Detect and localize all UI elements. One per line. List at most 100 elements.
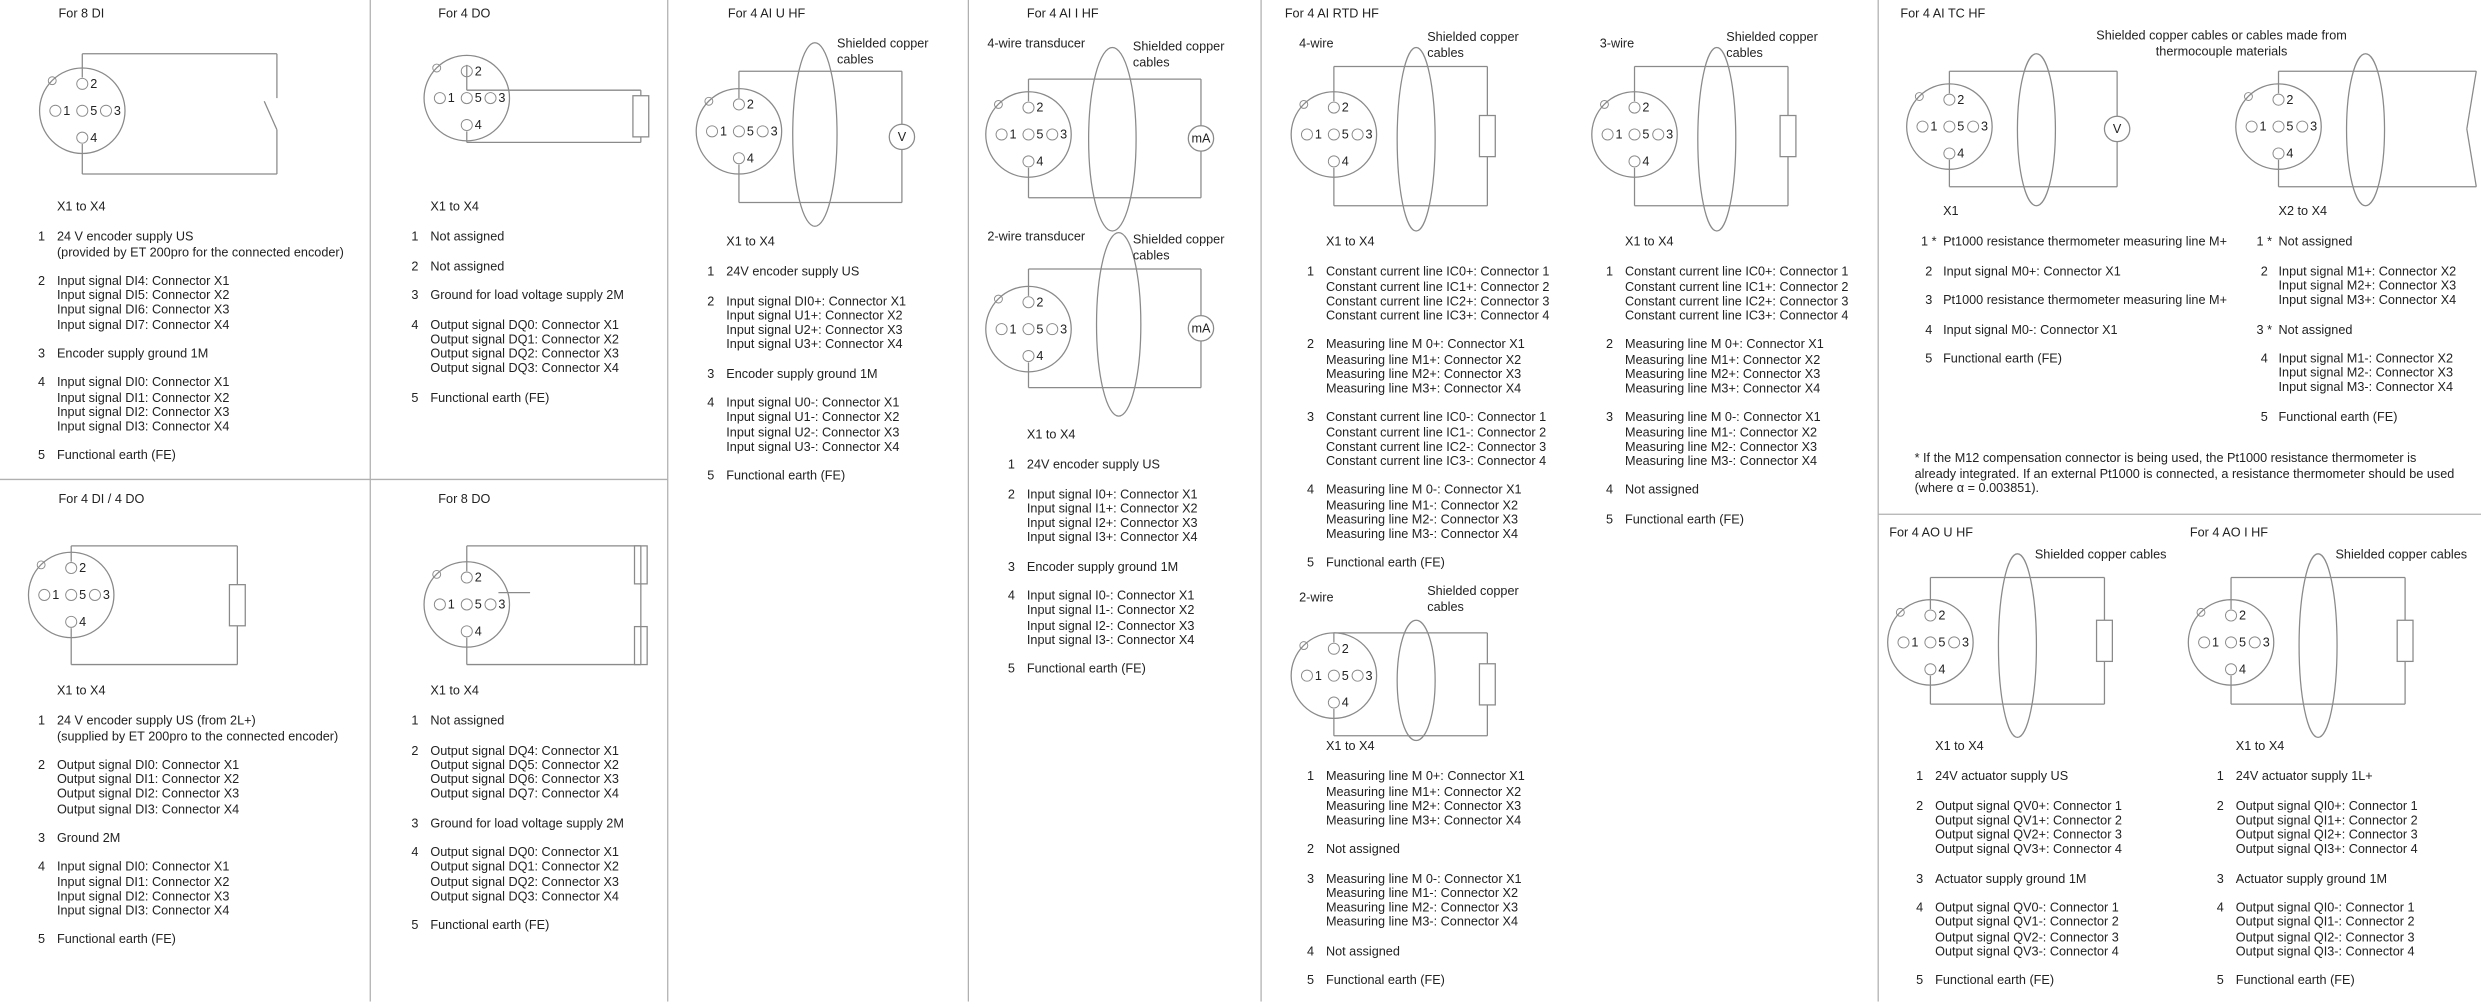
pin-number: 3 xyxy=(1007,559,1015,575)
pin-number: 1 xyxy=(1306,769,1315,784)
pin-number: 5 xyxy=(2260,409,2268,424)
cable-shield xyxy=(1396,46,1436,232)
description-line: Pt1000 resistance thermometer measuring … xyxy=(1943,292,2227,308)
panel-title: For 4 DI / 4 DO xyxy=(58,492,145,507)
connector-key xyxy=(1600,100,1609,109)
pin-item: 3 Encoder supply ground 1M xyxy=(38,346,344,361)
pin xyxy=(756,125,769,138)
description-line: Output signal DQ6: Connector X3 xyxy=(430,772,619,787)
pin xyxy=(1948,636,1961,649)
pin-list: X1 to X4 1 Not assigned 2 Output signal DQ4:… xyxy=(411,684,623,947)
description-line: Input signal U1+: Connector X2 xyxy=(726,308,903,323)
pin xyxy=(1351,669,1364,682)
pin-number: 5 xyxy=(2216,973,2224,988)
description-line: Input signal DI4: Connector X1 xyxy=(56,273,230,288)
pin-number: 3 xyxy=(1916,871,1924,886)
pin-label: 3 xyxy=(1666,128,1673,142)
pin-description: Measuring line M 0+: Connector X1 Measuri… xyxy=(1326,338,1525,396)
connector-label: X1 to X4 xyxy=(56,684,106,699)
connector-label: X1 to X4 xyxy=(2235,739,2285,754)
pin-item: 3 Ground for load voltage supply 2M xyxy=(411,288,623,303)
pin-item: 1 24 V encoder supply US (from 2L+) (suppl… xyxy=(38,714,338,743)
description-line: Output signal DQ2: Connector X3 xyxy=(430,346,619,361)
pin-description: Input signal M1+: Connector X2 Input sign… xyxy=(2279,264,2457,308)
pin-number: 2 xyxy=(2260,263,2268,279)
description-line: Constant current line IC0-: Connector 1 xyxy=(1325,410,1547,425)
pin-number: 4 xyxy=(1007,588,1015,604)
pin-number: 2 xyxy=(1606,337,1614,352)
description-line: Output signal QI1-: Connector 2 xyxy=(2235,915,2415,930)
description-line: 24V actuator supply 1L+ xyxy=(2235,769,2373,784)
description-line: Output signal QV1-: Connector 2 xyxy=(1935,915,2119,930)
pin-description: Functional earth (FE) xyxy=(1625,512,1744,527)
pin-item: 1 24V actuator supply 1L+ xyxy=(2217,770,2418,785)
description-line: Input signal DI0: Connector X1 xyxy=(56,375,230,390)
description-line: Ground for load voltage supply 2M xyxy=(430,816,624,831)
pin-item: 3 Encoder supply ground 1M xyxy=(707,367,906,382)
pin-item: 3 Ground for load voltage supply 2M xyxy=(411,816,623,831)
pin xyxy=(460,598,473,611)
description-line: Measuring line M 0+: Connector X1 xyxy=(1325,769,1525,784)
pin-description: Not assigned xyxy=(430,259,504,274)
pin-item: 2 Measuring line M 0+: Connector X1 Measur… xyxy=(1606,338,1848,396)
pin-item: 3 Actuator supply ground 1M xyxy=(2217,872,2418,887)
pin-label: 4 xyxy=(1957,147,1964,161)
pin-label: 3 xyxy=(1366,128,1373,142)
pin-number: 5 xyxy=(1916,973,1924,988)
connector-key xyxy=(432,569,442,579)
pin-number: 2 xyxy=(2216,798,2224,813)
pin xyxy=(2225,609,2238,622)
description-line: Measuring line M1+: Connector X2 xyxy=(1325,784,1522,799)
pin-label: 1 xyxy=(2212,636,2219,650)
meter xyxy=(1187,315,1215,342)
pin xyxy=(1897,636,1910,649)
description-line: Functional earth (FE) xyxy=(430,918,550,933)
footnote: (where α = 0.003851). xyxy=(1914,480,2040,495)
pin-item: 1 Constant current line IC0+: Connector 1… xyxy=(1307,265,1549,323)
pin-item: 5 Functional earth (FE) xyxy=(1606,512,1848,527)
pin-label: 4 xyxy=(747,151,754,165)
pin xyxy=(1943,120,1956,133)
pin-item: 4 Output signal DQ0: Connector X1 Output s… xyxy=(411,845,623,903)
cable-label: Shielded copper xyxy=(837,37,929,52)
pin-number: 2 xyxy=(1925,263,1933,279)
pin-number: 5 xyxy=(411,918,419,933)
pin-description: Measuring line M 0-: Connector X1 Measuri… xyxy=(1326,483,1522,541)
resistor xyxy=(1779,114,1797,158)
cable-label: cables xyxy=(1132,247,1170,263)
pin-list: X1 to X4 1 Not assigned 2 Not assigned 3 Groun… xyxy=(411,200,623,419)
pin-description: Not assigned xyxy=(430,714,504,729)
description-line: Functional earth (FE) xyxy=(2278,409,2398,424)
pin-list: X1 to X4 1 24V encoder supply US 2 Input sig… xyxy=(707,235,906,498)
pin-number: 1 xyxy=(707,264,715,280)
pin-item: 2 Input signal DI0+: Connector X1 Input si… xyxy=(707,294,906,352)
cable-label: thermocouple materials xyxy=(2155,43,2288,58)
pin-label: 1 xyxy=(448,598,455,612)
pin-description: Encoder supply ground 1M xyxy=(726,367,877,382)
resistor xyxy=(2095,619,2114,663)
description-line: Input signal M0+: Connector X1 xyxy=(1943,263,2121,279)
cable-label: Shielded copper cables xyxy=(2335,548,2468,563)
pin xyxy=(995,128,1008,141)
connector-key xyxy=(1299,100,1309,109)
panel-title: For 4 AI U HF xyxy=(727,6,806,22)
pin xyxy=(732,98,745,111)
connector-key xyxy=(36,560,46,570)
pin-label: 3 xyxy=(771,124,778,138)
pin-label: 2 xyxy=(2239,609,2246,623)
pin xyxy=(460,118,473,132)
pin xyxy=(1924,636,1937,649)
pin-number: 4 xyxy=(2216,900,2224,915)
pin xyxy=(65,615,78,628)
pin-description: 24V encoder supply US xyxy=(726,265,859,280)
pin-number: 1 * xyxy=(2256,234,2273,250)
pin-item: 1 Measuring line M 0+: Connector X1 Measur… xyxy=(1307,770,1525,828)
connector-key xyxy=(994,294,1003,304)
pin-item: 5 Functional earth (FE) xyxy=(1008,662,1198,677)
description-line: Output signal QI0-: Connector 1 xyxy=(2235,900,2415,915)
pin-label: 3 xyxy=(1962,636,1969,650)
description-line: Input signal I1+: Connector X2 xyxy=(1026,501,1198,516)
pin-list: X2 to X4 1 * Not assigned 2 Input signal M1+… xyxy=(2250,205,2457,439)
connector-label: X1 to X4 xyxy=(430,199,479,215)
pin-list: X1 to X4 1 24 V encoder supply US (provided… xyxy=(38,200,344,477)
